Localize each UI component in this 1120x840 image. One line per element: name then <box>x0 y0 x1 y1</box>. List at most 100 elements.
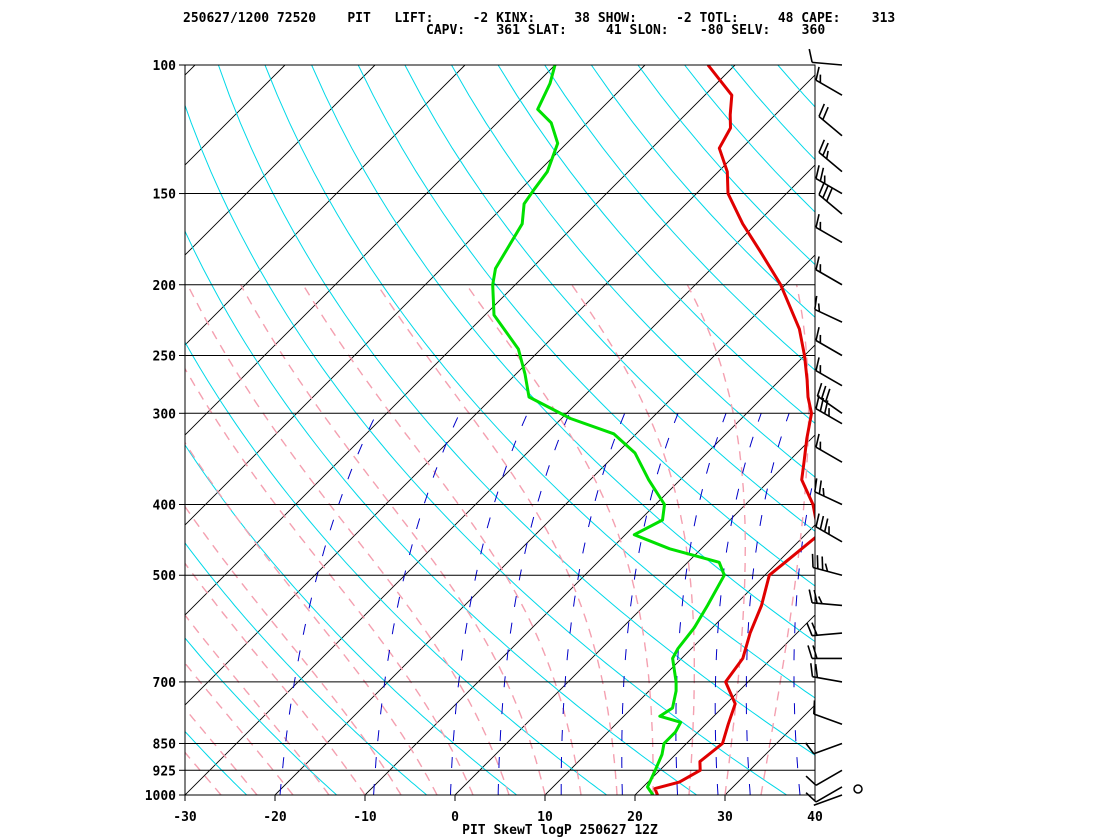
pressure-tick-label: 700 <box>153 676 177 691</box>
wind-barb-feather <box>816 382 823 397</box>
moist-adiabat-line <box>185 367 474 795</box>
isotherm-line <box>454 434 815 795</box>
plot-frame <box>184 64 816 796</box>
dry-adiabat-line <box>185 230 697 795</box>
wind-barb <box>815 327 843 357</box>
temperature-tick-label: -30 <box>173 810 197 825</box>
wind-barb-feather <box>805 792 817 803</box>
pressure-tick-label: 150 <box>153 188 177 203</box>
header-line-2: CAPV: 361 SLAT: 41 SLON: -80 SELV: 360 <box>426 23 825 38</box>
wind-barb-feather <box>815 513 820 528</box>
moist-adiabat-line <box>185 505 402 795</box>
header-line-1: 250627/1200 72520 PIT LIFT: -2 KINX: 38 … <box>183 11 895 26</box>
pressure-tick-label: 100 <box>153 59 177 74</box>
wind-barb <box>811 553 843 577</box>
wind-barb <box>815 66 843 96</box>
dewpoint-profile-line <box>491 65 726 795</box>
wind-barb-staff <box>814 491 843 506</box>
isotherm-line <box>544 524 815 795</box>
wind-barb-feather <box>822 487 825 497</box>
wind-barb-feather <box>806 622 813 636</box>
wind-barb-staff <box>815 769 843 786</box>
wind-barb-feather <box>808 48 813 63</box>
wind-barb-feather <box>815 256 820 270</box>
wind-barb <box>804 742 843 755</box>
mixing-ratio-line <box>450 413 528 795</box>
wind-barb-feather <box>809 663 814 677</box>
mixing-ratio-line <box>745 413 790 795</box>
dry-adiabat-line <box>824 65 1120 795</box>
wind-barb-staff <box>814 308 843 323</box>
wind-barb-feather <box>814 478 818 492</box>
wind-barb <box>816 382 843 414</box>
pressure-tick-label: 500 <box>153 569 177 584</box>
isotherm-line <box>185 164 815 795</box>
mixing-ratio-line <box>560 413 626 795</box>
calm-wind-circle <box>853 784 863 794</box>
isotherm-line <box>814 794 815 795</box>
wind-barb-staff <box>812 61 843 66</box>
wind-barb <box>814 295 843 323</box>
temperature-tick-label: 40 <box>807 810 823 825</box>
x-axis-label: PIT SkewT logP 250627 12Z <box>462 823 658 838</box>
isotherm-line <box>185 65 466 346</box>
dry-adiabat-line <box>730 65 815 161</box>
pressure-tick-label: 300 <box>153 407 177 422</box>
wind-barb-feather <box>815 213 820 228</box>
dry-adiabat-line <box>185 542 428 795</box>
wind-barb <box>809 663 843 683</box>
pressure-tick-label: 400 <box>153 499 177 514</box>
wind-barb <box>818 181 843 215</box>
wind-barb <box>808 589 843 607</box>
wind-barb-feather <box>812 645 818 659</box>
wind-barb-feather <box>804 742 815 755</box>
wind-barb-feather <box>815 165 820 179</box>
dry-adiabat-line <box>871 65 1120 795</box>
wind-barb <box>818 139 843 173</box>
wind-barb-feather <box>808 589 813 604</box>
mixing-ratio-line <box>714 413 762 795</box>
wind-barb-feather <box>814 295 818 310</box>
isobars: 100 150 200 250 300 400 500 700 850 925 1000 <box>145 59 815 804</box>
moist-adiabat-line <box>571 284 695 795</box>
wind-barb-feather <box>815 327 820 341</box>
isotherm-line <box>185 65 556 436</box>
wind-barb-feather <box>815 66 820 81</box>
isotherm-line <box>724 704 815 795</box>
wind-barb-feather <box>811 622 818 636</box>
wind-barb-feather <box>817 303 821 312</box>
axes: -30 -20 -10 0 10 20 30 40 <box>173 64 823 825</box>
wind-barb-feather <box>819 167 825 182</box>
temperature-profile-line <box>653 65 815 795</box>
dry-adiabat-line <box>185 730 248 795</box>
dry-adiabat-line <box>637 65 815 266</box>
wind-barb <box>814 478 843 506</box>
isotherm-line <box>185 65 646 526</box>
wind-barb-feather <box>824 563 829 572</box>
moist-adiabat-line <box>376 284 618 795</box>
wind-barb-feather <box>822 106 829 120</box>
wind-barb-feather <box>818 480 823 495</box>
wind-barb <box>806 622 843 637</box>
temperature-tick-label: 30 <box>717 810 733 825</box>
mixing-ratio-line <box>675 413 727 795</box>
wind-barb-staff <box>815 786 843 803</box>
wind-barb-feather <box>818 181 826 196</box>
wind-barb <box>805 786 843 803</box>
wind-barb-feather <box>815 357 820 371</box>
moist-adiabat-line <box>240 284 546 795</box>
moist-adiabat-line <box>186 284 510 795</box>
dry-adiabat-line <box>404 65 815 532</box>
temperature-tick-label: -20 <box>263 810 287 825</box>
mixing-ratio-line <box>621 413 679 795</box>
wind-barb-feather <box>805 775 817 786</box>
moist-adiabat-line <box>302 284 582 795</box>
moist-adiabat-line <box>185 441 438 795</box>
wind-barb-feather <box>823 518 829 533</box>
wind-barb-feather <box>818 103 826 117</box>
dry-adiabat-line <box>544 65 815 371</box>
mixing-ratio-line <box>793 471 815 795</box>
wind-barb-feather <box>824 388 831 403</box>
moist-adiabat-line <box>185 751 222 795</box>
mixing-ratio-line <box>373 413 461 795</box>
